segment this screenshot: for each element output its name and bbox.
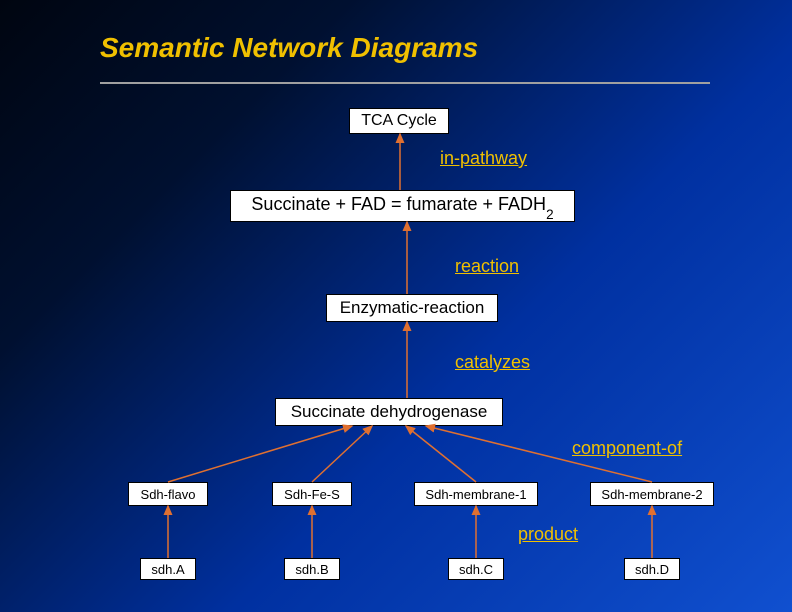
node-rxn-label: Succinate + FAD = fumarate + FADH2 [251, 194, 553, 218]
node-sdhd: sdh.D [624, 558, 680, 580]
node-sdhc: sdh.C [448, 558, 504, 580]
node-flavo: Sdh-flavo [128, 482, 208, 506]
node-fes: Sdh-Fe-S [272, 482, 352, 506]
node-rxn: Succinate + FAD = fumarate + FADH2 [230, 190, 575, 222]
edge-label-reaction: reaction [455, 256, 519, 277]
edge-label-componentof: component-of [572, 438, 682, 459]
node-enzrxn-label: Enzymatic-reaction [340, 298, 485, 318]
node-sdha: sdh.A [140, 558, 196, 580]
node-sdhd-label: sdh.D [635, 562, 669, 577]
node-sdha-label: sdh.A [151, 562, 184, 577]
node-mem2-label: Sdh-membrane-2 [601, 487, 702, 502]
node-mem2: Sdh-membrane-2 [590, 482, 714, 506]
node-mem1-label: Sdh-membrane-1 [425, 487, 526, 502]
node-succdh: Succinate dehydrogenase [275, 398, 503, 426]
node-tca-label: TCA Cycle [361, 112, 437, 130]
node-enzrxn: Enzymatic-reaction [326, 294, 498, 322]
node-sdhb: sdh.B [284, 558, 340, 580]
edge-label-inpathway: in-pathway [440, 148, 527, 169]
slide-title: Semantic Network Diagrams [100, 32, 478, 64]
node-fes-label: Sdh-Fe-S [284, 487, 340, 502]
edge-label-catalyzes: catalyzes [455, 352, 530, 373]
node-flavo-label: Sdh-flavo [141, 487, 196, 502]
node-tca: TCA Cycle [349, 108, 449, 134]
node-mem1: Sdh-membrane-1 [414, 482, 538, 506]
edge-label-product: product [518, 524, 578, 545]
node-sdhc-label: sdh.C [459, 562, 493, 577]
node-succdh-label: Succinate dehydrogenase [291, 402, 488, 422]
node-sdhb-label: sdh.B [295, 562, 328, 577]
title-underline [100, 82, 710, 84]
